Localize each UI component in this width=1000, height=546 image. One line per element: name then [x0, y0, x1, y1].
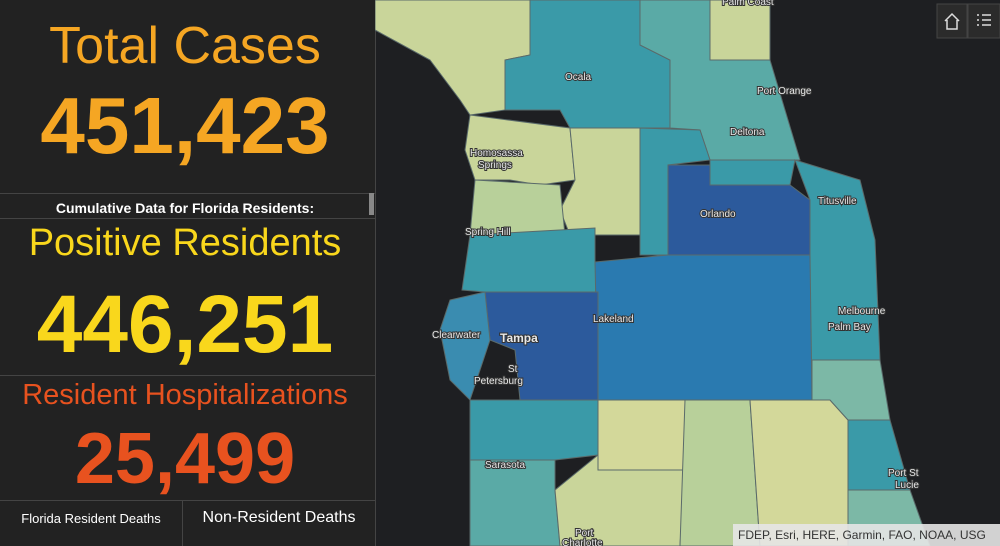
divider — [0, 375, 375, 376]
map-label: Port Orange — [757, 86, 812, 97]
total-cases-title: Total Cases — [49, 17, 321, 75]
county — [594, 254, 813, 401]
map-label: Ocala — [565, 72, 592, 83]
map-label: Homosassa — [470, 148, 523, 159]
map-label: Charlotte — [562, 538, 603, 546]
map-label: Palm Bay — [828, 322, 871, 333]
map-label: Port St — [888, 468, 919, 479]
map-label: Deltona — [730, 127, 765, 138]
total-cases-value: 451,423 — [40, 81, 330, 170]
map-label: Spring Hill — [465, 227, 511, 238]
scrollbar[interactable] — [369, 193, 374, 215]
map-label: Petersburg — [474, 376, 523, 387]
county — [597, 399, 686, 471]
positive-value: 446,251 — [36, 279, 334, 370]
county — [709, 0, 771, 61]
map-label: Sarasota — [485, 460, 525, 471]
map-label: Titusville — [818, 196, 857, 207]
divider — [0, 193, 375, 194]
home-icon — [944, 12, 960, 30]
list-icon — [977, 14, 991, 26]
attribution-bg — [733, 524, 1000, 546]
map-label: Port — [575, 528, 594, 539]
subtitle: Cumulative Data for Florida Residents: — [55, 200, 315, 216]
map-label: Tampa — [500, 331, 538, 345]
nonresident-deaths-title: Non-Resident Deaths — [202, 509, 356, 526]
map-label: Palm Coast — [722, 0, 774, 8]
divider — [0, 500, 375, 501]
hosp-title: Resident Hospitalizations — [22, 379, 348, 411]
county — [709, 159, 796, 186]
attribution: FDEP, Esri, HERE, Garmin, FAO, NOAA, USG — [738, 528, 986, 542]
positive-title: Positive Residents — [28, 222, 342, 264]
resident-deaths-title: Florida Resident Deaths — [21, 511, 161, 526]
map-label: Springs — [478, 160, 512, 171]
layer-list-button[interactable] — [967, 3, 1000, 39]
hosp-value: 25,499 — [74, 419, 296, 499]
map-label: Orlando — [700, 209, 736, 220]
map-label: Clearwater — [432, 330, 481, 341]
map-label: Melbourne — [838, 306, 886, 317]
county — [469, 459, 561, 546]
divider — [0, 218, 375, 219]
map-label: St — [508, 364, 518, 375]
county — [559, 127, 641, 236]
divider — [182, 500, 183, 546]
map-label: Lakeland — [593, 314, 634, 325]
county — [679, 399, 761, 546]
map[interactable]: Palm Coast Ocala Port Orange Deltona Hom… — [375, 0, 1000, 546]
home-button[interactable] — [936, 3, 968, 39]
stats-panel: Total Cases 451,423 Cumulative Data for … — [0, 0, 376, 546]
map-label: Lucie — [895, 480, 919, 491]
